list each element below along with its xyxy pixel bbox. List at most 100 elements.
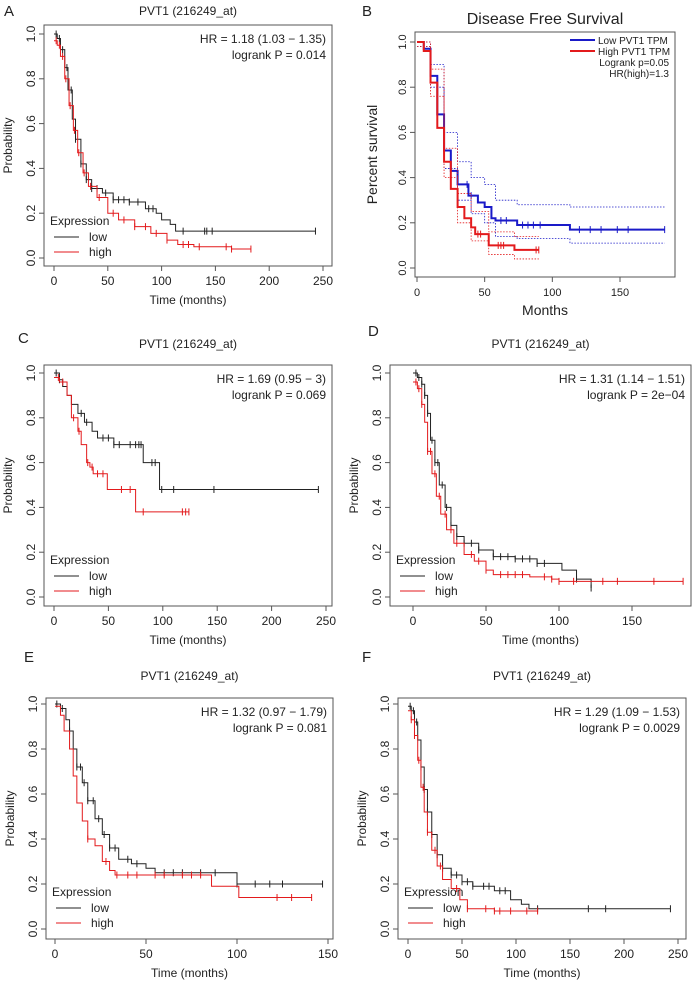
x-tick-label: 0 <box>51 274 58 288</box>
y-tick-label: 1.0 <box>378 695 392 712</box>
legend-label: high <box>89 245 112 259</box>
plot-frame <box>397 697 687 940</box>
survival-curve <box>54 40 251 250</box>
x-tick-label: 0 <box>52 947 59 961</box>
chart-title: Disease Free Survival <box>467 11 624 28</box>
survival-curve <box>55 705 312 898</box>
legend-label: Low PVT1 TPM <box>598 36 668 47</box>
panel-F: F PVT1 (216249_at) 0 50 100 150 200 250 0.0 0.2 0.… <box>355 649 688 980</box>
stat-annotation: logrank P = 0.014 <box>232 48 327 62</box>
x-tick-label: 100 <box>153 614 173 628</box>
survival-curve <box>408 710 538 912</box>
series-high <box>408 710 539 915</box>
panel-B: B Disease Free Survival 0 50 100 150 0.0 0.2 0.4… <box>362 3 676 318</box>
legend-label: High PVT1 TPM <box>598 47 670 58</box>
chart-title: PVT1 (216249_at) <box>139 337 237 351</box>
panel-letter: E <box>24 649 34 666</box>
x-tick-label: 0 <box>405 947 412 961</box>
y-tick-label: 0.2 <box>24 544 38 561</box>
y-tick-label: 0.8 <box>378 740 392 757</box>
legend-title: Expression <box>50 553 109 567</box>
x-tick-label: 150 <box>560 947 580 961</box>
y-tick-label: 0.4 <box>370 499 384 516</box>
y-axis-label: Percent survival <box>364 105 380 205</box>
stat-annotation: HR(high)=1.3 <box>609 69 669 80</box>
x-tick-label: 250 <box>316 614 336 628</box>
panel-letter: A <box>4 3 14 20</box>
plot-frame <box>414 31 676 278</box>
series-high <box>55 705 313 901</box>
plot-frame <box>43 364 333 607</box>
chart-title: PVT1 (216249_at) <box>140 669 238 683</box>
stat-annotation: HR = 1.31 (1.14 − 1.51) <box>559 372 685 386</box>
y-tick-label: 0.2 <box>378 875 392 892</box>
y-axis-label: Probability <box>1 117 15 173</box>
stat-annotation: HR = 1.32 (0.97 − 1.79) <box>201 705 327 719</box>
y-tick-label: 0.6 <box>24 115 38 132</box>
y-tick-label: 0.6 <box>378 785 392 802</box>
x-tick-label: 50 <box>479 614 493 628</box>
legend-label: high <box>435 584 458 598</box>
legend-label: low <box>435 569 453 583</box>
x-tick-label: 0 <box>414 287 420 299</box>
legend-title: Expression <box>404 885 463 899</box>
legend-label: low <box>443 901 461 915</box>
legend-label: high <box>443 916 466 930</box>
y-tick-label: 1.0 <box>26 695 40 712</box>
legend-label: low <box>89 569 107 583</box>
confidence-band-ci-lower <box>417 46 665 244</box>
x-axis-label: Time (months) <box>150 293 227 307</box>
series-high-pvt1-tpm <box>417 41 540 260</box>
x-tick-label: 100 <box>506 947 526 961</box>
y-tick-label: 1.0 <box>24 25 38 42</box>
panel-E: E PVT1 (216249_at) 0 50 100 150 0.0 0.2 0.4 0.6 0.… <box>3 649 338 980</box>
x-tick-label: 150 <box>318 947 338 961</box>
x-tick-label: 200 <box>259 274 279 288</box>
stat-annotation: logrank P = 2e−04 <box>587 388 685 402</box>
y-tick-label: 0.4 <box>397 170 409 185</box>
series-low-pvt1-tpm <box>417 41 666 244</box>
confidence-band-ci-upper <box>417 41 665 208</box>
x-tick-label: 100 <box>549 614 569 628</box>
y-tick-label: 0.4 <box>26 830 40 847</box>
stat-annotation: logrank P = 0.0029 <box>579 721 680 735</box>
y-tick-label: 0.4 <box>24 160 38 177</box>
legend-label: high <box>89 584 112 598</box>
stat-annotation: logrank P = 0.069 <box>232 388 327 402</box>
panel-letter: C <box>18 330 29 347</box>
series-high <box>413 378 684 585</box>
panel-C: C PVT1 (216249_at) 0 50 100 150 200 250 0.0 0.2 0.… <box>1 330 336 647</box>
y-tick-label: 0.2 <box>370 544 384 561</box>
survival-curve <box>413 381 684 582</box>
x-tick-label: 50 <box>139 947 153 961</box>
stat-annotation: HR = 1.18 (1.03 − 1.35) <box>200 32 326 46</box>
survival-curve <box>54 33 316 232</box>
y-tick-label: 0.6 <box>24 454 38 471</box>
x-axis-label: Months <box>522 302 568 318</box>
x-tick-label: 50 <box>455 947 469 961</box>
x-axis-label: Time (months) <box>502 633 579 647</box>
y-tick-label: 0.0 <box>397 260 409 275</box>
plot-frame <box>43 24 333 267</box>
x-tick-label: 100 <box>152 274 172 288</box>
survival-curve <box>417 41 539 251</box>
y-axis-label: Probability <box>1 457 15 513</box>
y-axis-label: Probability <box>347 457 361 513</box>
panel-letter: D <box>368 323 379 340</box>
y-tick-label: 0.8 <box>24 70 38 87</box>
x-tick-label: 50 <box>101 274 115 288</box>
y-tick-label: 0.8 <box>370 409 384 426</box>
y-tick-label: 0.8 <box>397 80 409 95</box>
x-tick-label: 50 <box>479 287 491 299</box>
series-low <box>413 369 592 592</box>
survival-curve <box>408 705 671 910</box>
x-tick-label: 200 <box>614 947 634 961</box>
x-tick-label: 150 <box>611 287 629 299</box>
stat-annotation: Logrank p=0.05 <box>599 58 669 69</box>
panel-letter: B <box>362 3 372 20</box>
y-tick-label: 1.0 <box>397 34 409 49</box>
x-tick-label: 50 <box>102 614 116 628</box>
x-tick-label: 0 <box>51 614 58 628</box>
stat-annotation: HR = 1.29 (1.09 − 1.53) <box>554 705 680 719</box>
x-tick-label: 150 <box>205 274 225 288</box>
